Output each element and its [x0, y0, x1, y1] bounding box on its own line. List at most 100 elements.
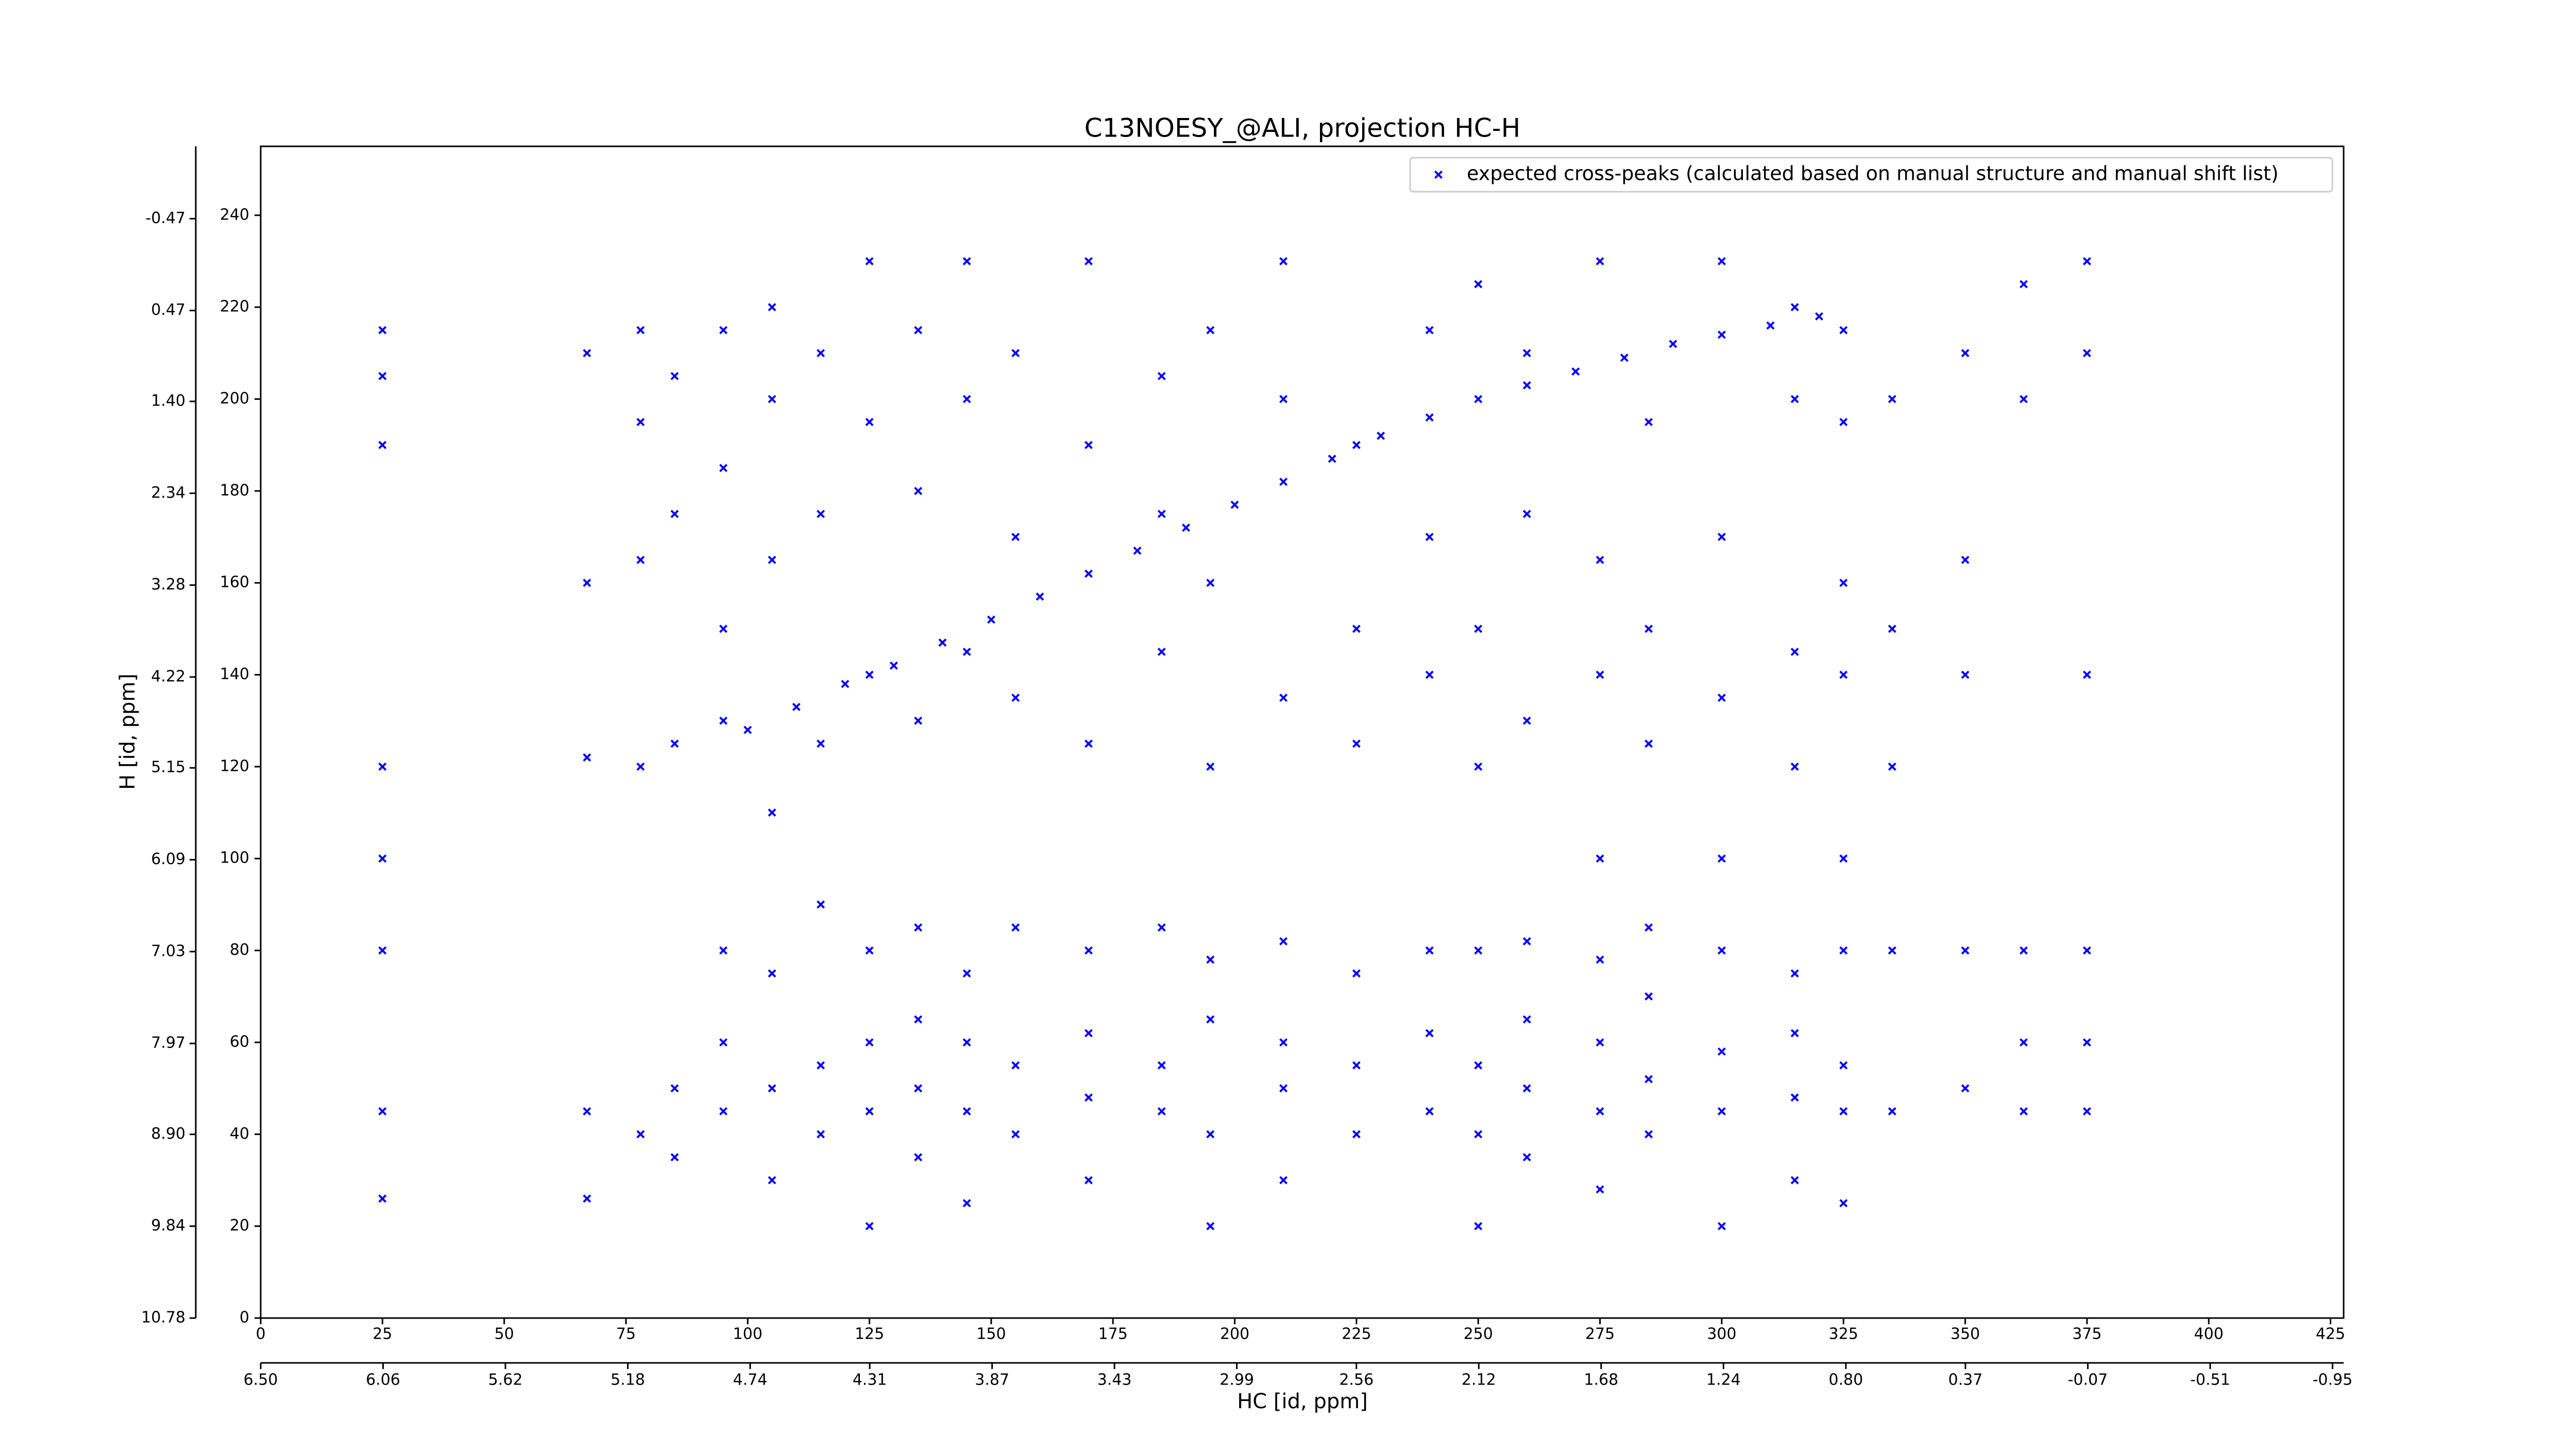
cross-peak: [1474, 625, 1483, 633]
cross-peak: [1425, 1029, 1434, 1038]
cross-peak: [1522, 1015, 1531, 1024]
cross-peak: [1522, 349, 1531, 358]
x-tick-label: 200: [1220, 1325, 1249, 1343]
y2-tick-label: 8.90: [151, 1125, 185, 1143]
cross-peak: [1011, 1130, 1020, 1139]
x-tick-label: 175: [1098, 1325, 1128, 1343]
cross-peak: [1474, 395, 1483, 403]
cross-peak: [1839, 326, 1848, 334]
cross-peak: [768, 969, 776, 978]
cross-peak: [768, 808, 776, 817]
y-axis-label: H [id, ppm]: [116, 673, 140, 790]
cross-peak: [378, 372, 387, 380]
cross-peak: [1425, 413, 1434, 422]
cross-peak: [1645, 739, 1653, 748]
cross-peak: [865, 1038, 874, 1047]
cross-peak: [914, 1153, 923, 1161]
cross-peak: [1596, 1185, 1604, 1194]
cross-peak: [1279, 694, 1288, 702]
x-tick-label: 50: [495, 1325, 514, 1343]
cross-peak: [1839, 1107, 1848, 1116]
x2-tick-label: 5.62: [488, 1371, 523, 1389]
cross-peak: [817, 739, 825, 748]
cross-peak: [1961, 670, 1970, 679]
cross-peak: [1474, 280, 1483, 289]
x-tick-label: 75: [616, 1325, 636, 1343]
cross-peak: [1425, 533, 1434, 541]
y2-tick-label: 2.34: [151, 484, 185, 502]
cross-peak: [865, 1222, 874, 1230]
cross-peak: [1352, 625, 1361, 633]
cross-peak: [1084, 1093, 1093, 1102]
x2-tick-label: 5.18: [611, 1371, 645, 1389]
cross-peak: [1717, 330, 1726, 339]
cross-peak: [1717, 1107, 1726, 1116]
cross-peak: [670, 510, 679, 518]
cross-peak: [2019, 946, 2028, 955]
cross-peak: [636, 762, 645, 771]
x2-tick-label: -0.95: [2313, 1371, 2353, 1389]
cross-peak: [1522, 716, 1531, 725]
cross-peak: [1084, 1029, 1093, 1038]
cross-peak: [2019, 1038, 2028, 1047]
cross-peak: [1206, 1130, 1215, 1139]
cross-peak: [2082, 946, 2091, 955]
legend-marker: [1434, 171, 1443, 179]
cross-peak: [914, 1084, 923, 1093]
cross-peak: [1839, 1199, 1848, 1208]
cross-peak: [914, 716, 923, 725]
cross-peak: [792, 702, 801, 711]
cross-peak: [1766, 321, 1775, 330]
y2-tick-label: 4.22: [151, 667, 185, 685]
y2-tick-label: 3.28: [151, 576, 185, 594]
cross-peak: [1888, 395, 1896, 403]
cross-peak: [1839, 854, 1848, 863]
cross-peak: [1645, 418, 1653, 427]
y2-tick-label: 7.03: [151, 942, 185, 960]
x-tick-label: 250: [1464, 1325, 1493, 1343]
y-tick-label: 0: [240, 1309, 249, 1327]
x2-tick-label: 3.43: [1097, 1371, 1132, 1389]
cross-peak: [1206, 955, 1215, 964]
x2-tick-label: 2.99: [1219, 1371, 1254, 1389]
cross-peak: [962, 1038, 971, 1047]
x-tick-label: 350: [1951, 1325, 1980, 1343]
cross-peak: [1620, 353, 1629, 362]
x2-tick-label: -0.07: [2068, 1371, 2108, 1389]
cross-peak: [2019, 1107, 2028, 1116]
cross-peak: [1206, 326, 1215, 334]
x2-tick-label: 4.74: [733, 1371, 768, 1389]
y2-tick-label: 10.78: [141, 1309, 185, 1327]
cross-peak: [583, 1194, 591, 1203]
cross-peak: [1596, 555, 1604, 564]
cross-peak: [914, 326, 923, 334]
cross-peak: [1669, 340, 1677, 348]
cross-peak: [1425, 670, 1434, 679]
x2-tick-label: 0.37: [1948, 1371, 1982, 1389]
cross-peak: [1279, 1176, 1288, 1185]
cross-peak: [914, 1015, 923, 1024]
cross-peak: [1279, 257, 1288, 265]
x2-tick-label: 2.56: [1339, 1371, 1374, 1389]
cross-peak: [914, 486, 923, 495]
cross-peak: [987, 615, 995, 624]
cross-peak: [889, 661, 898, 670]
cross-peak: [636, 555, 645, 564]
cross-peak: [1011, 533, 1020, 541]
cross-peak: [1230, 500, 1239, 509]
cross-peak: [1790, 303, 1799, 312]
cross-peak: [1645, 992, 1653, 1001]
y-tick-label: 20: [230, 1217, 249, 1235]
y2-tick-label: 6.09: [151, 850, 185, 868]
cross-peak: [962, 257, 971, 265]
cross-peak: [1522, 510, 1531, 518]
cross-peak: [378, 326, 387, 334]
y2-tick-label: -0.47: [145, 209, 185, 227]
cross-peak: [1084, 441, 1093, 449]
cross-peak: [768, 1176, 776, 1185]
cross-peak: [865, 1107, 874, 1116]
cross-peak: [1717, 257, 1726, 265]
cross-peak: [1279, 937, 1288, 946]
cross-peak: [670, 1153, 679, 1161]
cross-peak: [962, 969, 971, 978]
